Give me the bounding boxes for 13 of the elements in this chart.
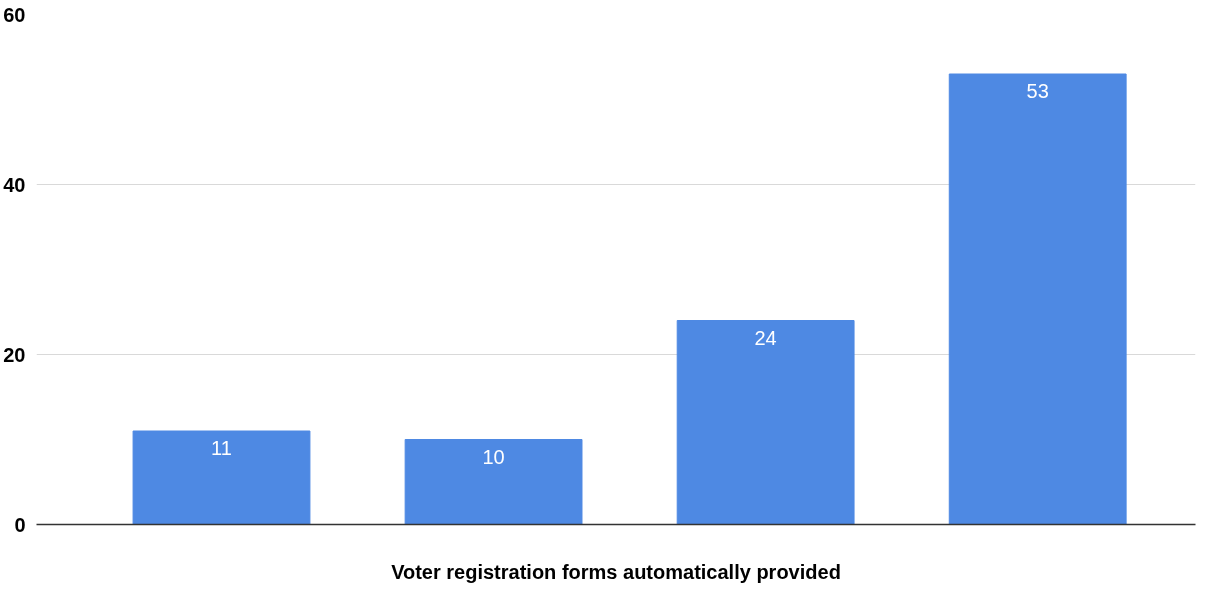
x-axis-title: Voter registration forms automatically provided <box>391 560 841 583</box>
bar <box>132 430 311 525</box>
bar <box>404 439 583 525</box>
y-tick-label: 60 <box>3 3 26 26</box>
bar <box>676 320 855 525</box>
data-label: 11 <box>211 437 232 459</box>
data-label: 10 <box>482 445 505 468</box>
y-tick-label: 20 <box>3 343 26 366</box>
data-label: 53 <box>1026 80 1049 102</box>
y-tick-label: 0 <box>14 513 26 536</box>
data-label: 24 <box>754 326 777 349</box>
y-tick-label: 40 <box>3 173 26 196</box>
bar <box>948 73 1127 525</box>
